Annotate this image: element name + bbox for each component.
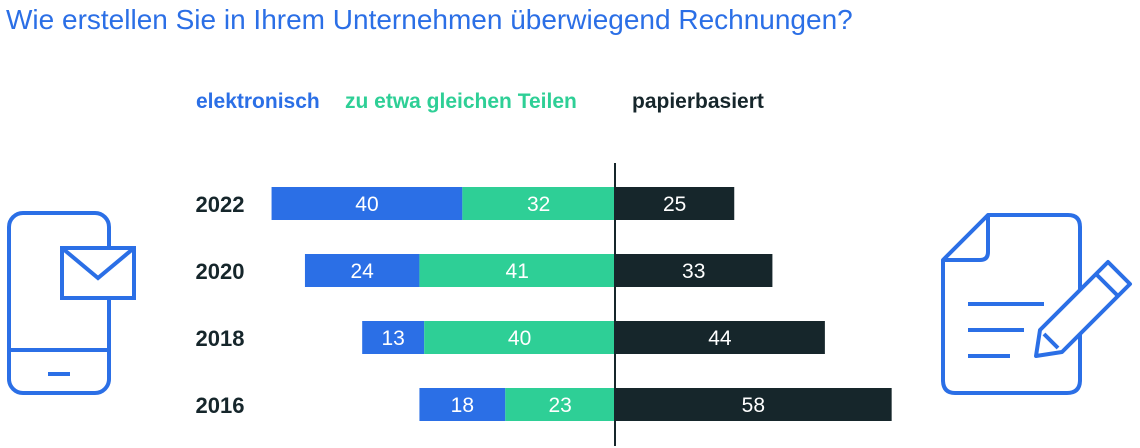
- bar-elektronisch-2020: [304, 254, 420, 287]
- bar-elektronisch-2022: [271, 187, 463, 220]
- legend-gleiche-teile: zu etwa gleichen Teilen: [345, 90, 577, 113]
- legend-papierbasiert: papierbasiert: [632, 90, 764, 113]
- bar-gleiche-teile-2018: [424, 321, 615, 354]
- bar-papierbasiert-2022: [615, 187, 735, 220]
- document-pen-icon: [941, 213, 1132, 395]
- smartphone-mail-icon: [7, 211, 136, 395]
- bar-gleiche-teile-2020: [419, 254, 615, 287]
- bar-elektronisch-2020-label: 24: [351, 260, 375, 283]
- bar-gleiche-teile-2016: [505, 388, 615, 421]
- bar-papierbasiert-2018: [615, 321, 825, 354]
- bar-gleiche-teile-2016-label: 23: [548, 394, 571, 417]
- year-label-2018: 2018: [196, 326, 245, 351]
- bar-gleiche-teile-2022-label: 32: [527, 193, 550, 216]
- bar-papierbasiert-2020-label: 33: [682, 260, 705, 283]
- legend-elektronisch: elektronisch: [196, 90, 320, 113]
- bar-papierbasiert-2016: [615, 388, 892, 421]
- bar-elektronisch-2016-label: 18: [451, 394, 474, 417]
- year-label-2022: 2022: [196, 192, 245, 217]
- year-label-2020: 2020: [196, 259, 245, 284]
- chart-title: Wie erstellen Sie in Ihrem Unternehmen ü…: [6, 4, 853, 35]
- bar-papierbasiert-2022-label: 25: [663, 193, 686, 216]
- bar-elektronisch-2018: [362, 321, 425, 354]
- bar-papierbasiert-2016-label: 58: [742, 394, 765, 417]
- bar-elektronisch-2018-label: 13: [382, 327, 405, 350]
- year-label-2016: 2016: [196, 393, 245, 418]
- bar-papierbasiert-2018-label: 44: [708, 327, 732, 350]
- bar-papierbasiert-2020: [615, 254, 773, 287]
- bar-gleiche-teile-2020-label: 41: [506, 260, 529, 283]
- bar-gleiche-teile-2018-label: 40: [508, 327, 531, 350]
- bar-gleiche-teile-2022: [462, 187, 615, 220]
- bar-elektronisch-2022-label: 40: [355, 193, 378, 216]
- bar-elektronisch-2016: [419, 388, 506, 421]
